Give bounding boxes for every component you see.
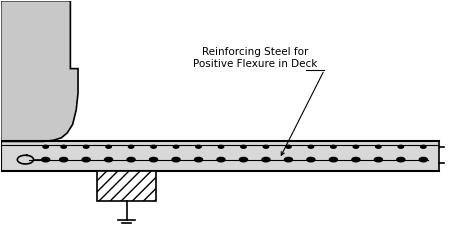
Circle shape bbox=[194, 157, 202, 162]
Circle shape bbox=[308, 145, 313, 148]
Circle shape bbox=[331, 145, 336, 148]
Circle shape bbox=[218, 145, 224, 148]
Circle shape bbox=[307, 157, 315, 162]
Text: Reinforcing Steel for
Positive Flexure in Deck: Reinforcing Steel for Positive Flexure i… bbox=[193, 47, 317, 69]
Circle shape bbox=[61, 145, 66, 148]
Circle shape bbox=[129, 145, 134, 148]
Circle shape bbox=[397, 157, 405, 162]
Circle shape bbox=[419, 157, 428, 162]
Circle shape bbox=[421, 145, 426, 148]
Circle shape bbox=[196, 145, 201, 148]
Circle shape bbox=[285, 157, 293, 162]
Circle shape bbox=[83, 145, 89, 148]
Circle shape bbox=[127, 157, 135, 162]
Circle shape bbox=[398, 145, 404, 148]
Circle shape bbox=[217, 157, 225, 162]
Circle shape bbox=[374, 157, 382, 162]
Circle shape bbox=[262, 157, 270, 162]
Circle shape bbox=[41, 157, 50, 162]
Circle shape bbox=[60, 157, 68, 162]
Circle shape bbox=[106, 145, 111, 148]
Circle shape bbox=[150, 157, 157, 162]
Circle shape bbox=[151, 145, 156, 148]
Circle shape bbox=[43, 145, 48, 148]
Circle shape bbox=[263, 145, 269, 148]
Circle shape bbox=[82, 157, 90, 162]
Bar bbox=[97, 171, 156, 201]
Circle shape bbox=[376, 145, 381, 148]
Circle shape bbox=[239, 157, 248, 162]
Circle shape bbox=[105, 157, 113, 162]
Bar bbox=[1, 142, 439, 171]
Circle shape bbox=[241, 145, 246, 148]
Circle shape bbox=[329, 157, 337, 162]
Polygon shape bbox=[1, 1, 78, 142]
Circle shape bbox=[173, 145, 179, 148]
Circle shape bbox=[353, 145, 359, 148]
Circle shape bbox=[172, 157, 180, 162]
Circle shape bbox=[352, 157, 360, 162]
Circle shape bbox=[286, 145, 291, 148]
